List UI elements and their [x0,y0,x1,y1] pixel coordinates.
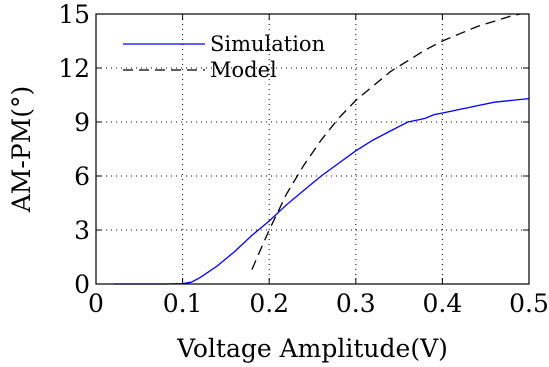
y-tick-label-3: 9 [74,108,90,137]
legend: Simulation Model [123,32,325,82]
y-tick-labels: 0 3 6 9 12 15 [58,0,90,299]
y-tick-label-1: 3 [74,216,90,245]
x-tick-label-3: 0.3 [336,289,376,318]
x-tick-label-5: 0.5 [509,289,549,318]
grid [96,14,529,284]
y-tick-label-4: 12 [58,54,90,83]
series-layer [113,13,530,285]
x-tick-labels: 0 0.1 0.2 0.3 0.4 0.5 [88,289,549,318]
x-tick-label-0: 0 [88,289,104,318]
series-line-model [251,13,521,270]
x-axis-label: Voltage Amplitude(V) [176,334,448,363]
plot-frame [95,13,530,285]
x-tick-label-2: 0.2 [249,289,289,318]
tick-marks [95,13,530,285]
y-tick-label-5: 15 [58,0,90,29]
x-tick-label-1: 0.1 [163,289,203,318]
legend-label-model: Model [210,58,277,82]
y-tick-label-2: 6 [74,162,90,191]
y-axis-label: AM-PM(°) [7,86,36,214]
legend-label-simulation: Simulation [210,32,325,56]
series-line-simulation [113,97,530,285]
x-tick-label-4: 0.4 [423,289,463,318]
y-tick-label-0: 0 [74,270,90,299]
